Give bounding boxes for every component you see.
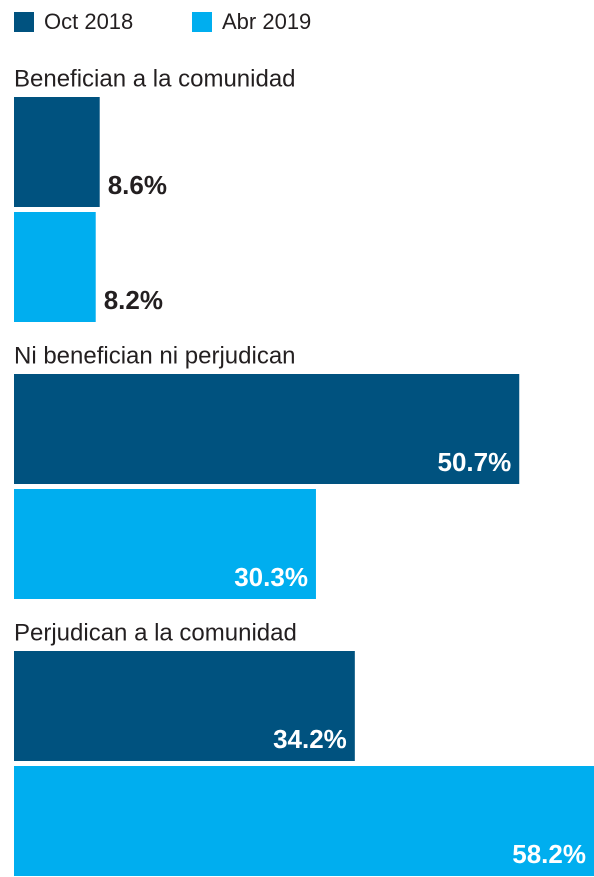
legend-label: Abr 2019 [222, 9, 311, 34]
value-label: 58.2% [512, 839, 586, 869]
legend-label: Oct 2018 [44, 9, 133, 34]
bar [14, 651, 355, 761]
bar [14, 766, 594, 876]
value-label: 34.2% [273, 724, 347, 754]
value-label: 8.6% [108, 170, 167, 200]
value-label: 30.3% [234, 562, 308, 592]
legend-swatch [192, 12, 212, 32]
bar [14, 374, 520, 484]
value-label: 8.2% [104, 285, 163, 315]
bar [14, 212, 96, 322]
category-label: Ni benefician ni perjudican [14, 342, 296, 369]
bar [14, 489, 316, 599]
category-label: Perjudican a la comunidad [14, 619, 297, 646]
bar [14, 97, 100, 207]
category-label: Benefician a la comunidad [14, 65, 296, 92]
legend-swatch [14, 12, 34, 32]
value-label: 50.7% [438, 447, 512, 477]
